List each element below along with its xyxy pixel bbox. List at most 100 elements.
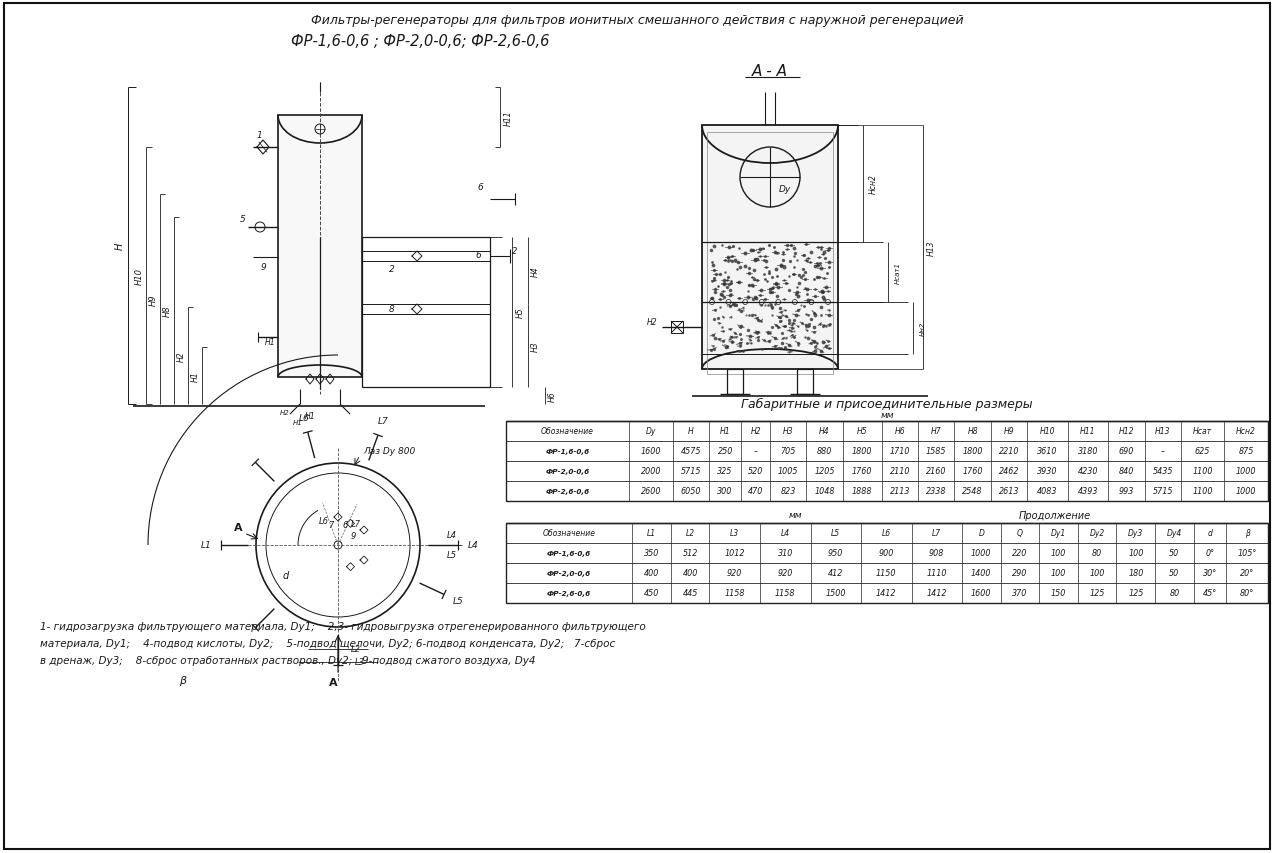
Text: 6050: 6050 <box>680 487 701 496</box>
Text: 2548: 2548 <box>962 487 982 496</box>
Text: Hсн2: Hсн2 <box>1236 427 1256 436</box>
Text: Dy1: Dy1 <box>1051 529 1066 538</box>
Bar <box>278 116 362 378</box>
Text: ФР-1,6-0,6: ФР-1,6-0,6 <box>545 449 590 455</box>
Text: 1760: 1760 <box>962 467 982 476</box>
Text: мм: мм <box>789 511 803 519</box>
Text: 100: 100 <box>1127 548 1144 558</box>
Text: L6: L6 <box>298 414 310 422</box>
Text: Dy2: Dy2 <box>1089 529 1105 538</box>
Text: H12: H12 <box>1119 427 1134 436</box>
Text: L7: L7 <box>352 519 361 528</box>
Text: 5: 5 <box>240 215 246 224</box>
Text: 100: 100 <box>1089 569 1105 577</box>
Text: 450: 450 <box>643 589 659 598</box>
Text: L7: L7 <box>933 529 941 538</box>
Text: H11: H11 <box>503 110 512 125</box>
Text: 5715: 5715 <box>680 467 701 476</box>
Text: 50: 50 <box>1170 548 1180 558</box>
Bar <box>798 369 813 395</box>
Text: L3: L3 <box>730 529 739 538</box>
Text: Hсн2: Hсн2 <box>869 174 878 194</box>
Text: 520: 520 <box>748 467 763 476</box>
Text: H1: H1 <box>265 338 275 347</box>
Text: 1710: 1710 <box>889 447 911 456</box>
Text: 2000: 2000 <box>641 467 661 476</box>
Text: L6: L6 <box>318 517 329 525</box>
Text: L7: L7 <box>378 417 389 426</box>
Text: 7: 7 <box>327 520 334 529</box>
Text: A: A <box>329 677 338 688</box>
Bar <box>702 126 838 369</box>
Text: L4: L4 <box>468 541 478 550</box>
Text: H5: H5 <box>516 307 525 318</box>
Text: 412: 412 <box>828 569 843 577</box>
Text: H2: H2 <box>177 351 186 362</box>
Text: H10: H10 <box>135 268 144 285</box>
Text: Обозначение: Обозначение <box>543 529 596 538</box>
Text: 290: 290 <box>1013 569 1028 577</box>
Text: L4: L4 <box>781 529 790 538</box>
Text: 5715: 5715 <box>1153 487 1173 496</box>
Text: 950: 950 <box>828 548 843 558</box>
Text: 6: 6 <box>475 250 480 259</box>
Text: 1800: 1800 <box>962 447 982 456</box>
Text: А - А: А - А <box>752 65 789 79</box>
Bar <box>506 421 1268 502</box>
Text: 880: 880 <box>817 447 832 456</box>
Text: 5435: 5435 <box>1153 467 1173 476</box>
Text: 1888: 1888 <box>852 487 873 496</box>
Text: 470: 470 <box>748 487 763 496</box>
Text: 1500: 1500 <box>826 589 846 598</box>
Text: L5: L5 <box>452 596 462 606</box>
Text: 100: 100 <box>1051 569 1066 577</box>
Text: 4083: 4083 <box>1037 487 1057 496</box>
Text: 2462: 2462 <box>999 467 1019 476</box>
Text: H5: H5 <box>857 427 868 436</box>
Text: 50: 50 <box>1170 569 1180 577</box>
Text: 1412: 1412 <box>877 589 897 598</box>
Text: 1600: 1600 <box>641 447 661 456</box>
Text: 823: 823 <box>781 487 796 496</box>
Text: в дренаж, Dy3;    8-сброс отработанных растворов., Dy2;   9-подвод сжатого возду: в дренаж, Dy3; 8-сброс отработанных раст… <box>39 655 535 665</box>
Text: 1400: 1400 <box>971 569 991 577</box>
Text: β: β <box>1245 529 1250 538</box>
Text: 2110: 2110 <box>889 467 911 476</box>
Text: L2: L2 <box>352 645 361 653</box>
Text: H2: H2 <box>750 427 761 436</box>
Text: H2: H2 <box>280 409 290 415</box>
Text: H2: H2 <box>647 318 657 327</box>
Text: 1110: 1110 <box>926 569 947 577</box>
Text: 150: 150 <box>1051 589 1066 598</box>
Text: 1150: 1150 <box>877 569 897 577</box>
Text: 1158: 1158 <box>775 589 795 598</box>
Text: Обозначение: Обозначение <box>541 427 594 436</box>
Text: H1: H1 <box>293 420 303 426</box>
Text: 3930: 3930 <box>1037 467 1057 476</box>
Text: 1000: 1000 <box>971 548 991 558</box>
Text: 4575: 4575 <box>680 447 701 456</box>
Text: 9: 9 <box>350 532 357 541</box>
Text: 350: 350 <box>643 548 659 558</box>
Text: 705: 705 <box>781 447 796 456</box>
Text: 3180: 3180 <box>1078 447 1098 456</box>
Text: 1012: 1012 <box>725 548 745 558</box>
Text: 1585: 1585 <box>926 447 947 456</box>
Text: ФР-2,6-0,6: ФР-2,6-0,6 <box>545 489 590 495</box>
Text: H3: H3 <box>784 427 794 436</box>
Text: H3: H3 <box>530 341 539 351</box>
Text: 125: 125 <box>1127 589 1144 598</box>
Text: 445: 445 <box>683 589 698 598</box>
Text: H4: H4 <box>819 427 829 436</box>
Text: 6: 6 <box>343 520 348 529</box>
Bar <box>671 322 683 334</box>
Text: 8: 8 <box>389 305 395 314</box>
Text: 80°: 80° <box>1240 589 1255 598</box>
Text: 1000: 1000 <box>1236 467 1256 476</box>
Text: 875: 875 <box>1238 447 1254 456</box>
Text: L3: L3 <box>355 658 364 667</box>
Text: H8: H8 <box>967 427 978 436</box>
Text: 1000: 1000 <box>1236 487 1256 496</box>
Text: –: – <box>754 447 758 456</box>
Text: H9: H9 <box>149 293 158 305</box>
